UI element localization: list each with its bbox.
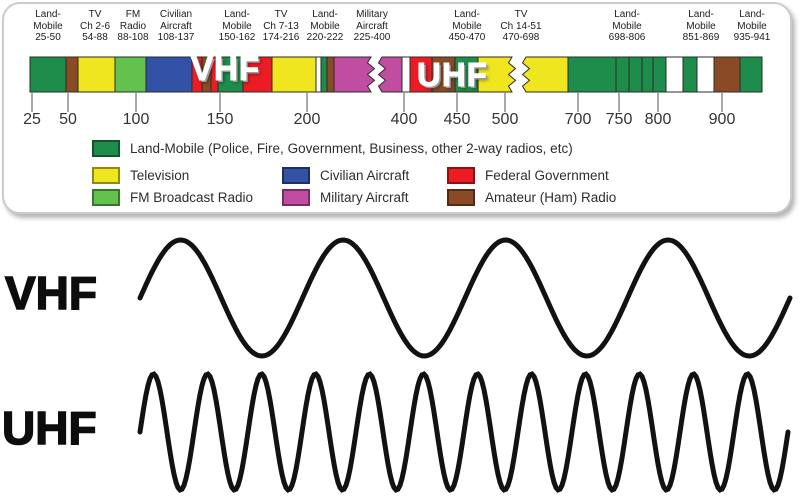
band-label: TV Ch 14-51 470-698 — [500, 9, 542, 43]
vhf-wave — [137, 237, 793, 359]
spectrum-segment — [521, 56, 569, 93]
legend-label: FM Broadcast Radio — [130, 189, 254, 205]
spectrum-segment — [652, 56, 667, 93]
band-label: Land- Mobile 450-470 — [448, 9, 486, 43]
band-label: Land- Mobile 851-869 — [682, 9, 720, 43]
legend-item: Television — [92, 166, 189, 184]
axis-tick-label: 900 — [708, 111, 736, 128]
spectrum-segment — [320, 56, 328, 93]
legend-item: Military Aircraft — [282, 188, 409, 206]
band-label: Land- Mobile 935-941 — [733, 9, 771, 43]
band-label: Land- Mobile 25-50 — [33, 9, 63, 43]
legend-item: FM Broadcast Radio — [92, 188, 253, 206]
axis-tick-label: 200 — [293, 111, 321, 128]
legend-swatch — [92, 166, 120, 184]
spectrum-segment — [615, 56, 630, 93]
axis-tick-label: 100 — [122, 111, 150, 128]
axis-tick-label: 400 — [390, 111, 418, 128]
axis-tick-label: 50 — [59, 111, 77, 128]
vhf-band-overlay-label: VHF — [191, 50, 260, 88]
legend-swatch — [282, 166, 310, 184]
axis-tick-label: 800 — [644, 111, 672, 128]
axis-tick-label: 25 — [23, 111, 41, 128]
legend-item: Amateur (Ham) Radio — [447, 188, 616, 206]
axis-tick-label: 700 — [564, 111, 592, 128]
spectrum-segment — [739, 56, 763, 93]
axis-tick-label: 450 — [443, 111, 471, 128]
axis-tick-label: 750 — [605, 111, 633, 128]
legend-swatch — [447, 166, 475, 184]
uhf-wave — [137, 371, 791, 493]
band-label: TV Ch 7-13 174-216 — [262, 9, 300, 43]
band-label: FM Radio 88-108 — [117, 9, 149, 43]
spectrum-segment — [682, 56, 698, 93]
spectrum-segment — [641, 56, 654, 93]
axis-tick-label: 150 — [206, 111, 234, 128]
legend-swatch — [92, 139, 120, 157]
spectrum-segment — [65, 56, 79, 93]
spectrum-segment — [377, 56, 403, 93]
uhf-band-overlay-label: UHF — [417, 56, 488, 94]
spectrum-segment — [477, 56, 517, 93]
legend-label: Civilian Aircraft — [320, 167, 410, 183]
spectrum-segment — [315, 56, 322, 93]
legend-item: Civilian Aircraft — [282, 166, 409, 184]
axis-tick-label: 500 — [491, 111, 519, 128]
spectrum-segment — [29, 56, 67, 93]
band-label: Land- Mobile 220-222 — [306, 9, 344, 43]
spectrum-segment — [665, 56, 684, 93]
band-label: Land- Mobile 698-806 — [608, 9, 646, 43]
spectrum-segment — [114, 56, 147, 93]
vhf-wave-label: VHF — [4, 266, 98, 320]
band-label: Land- Mobile 150-162 — [218, 9, 256, 43]
spectrum-segment — [326, 56, 335, 93]
uhf-wave-label: UHF — [1, 401, 97, 455]
spectrum-segment — [696, 56, 715, 93]
spectrum-segment — [401, 56, 411, 93]
band-label: Civilian Aircraft 108-137 — [157, 9, 195, 43]
band-label: TV Ch 2-6 54-88 — [79, 9, 110, 43]
spectrum-segment — [333, 56, 376, 93]
legend-label: Amateur (Ham) Radio — [485, 189, 617, 205]
spectrum-segment — [145, 56, 193, 93]
legend-label: Television — [130, 167, 190, 183]
spectrum-segment — [271, 56, 317, 93]
spectrum-segment — [713, 56, 741, 93]
legend-label: Federal Government — [485, 167, 609, 183]
spectrum-segment — [567, 56, 617, 93]
spectrum-segment — [77, 56, 116, 93]
legend-swatch — [447, 188, 475, 206]
spectrum-segment — [242, 56, 273, 93]
legend-label: Land-Mobile (Police, Fire, Government, B… — [130, 140, 573, 156]
spectrum-segment — [628, 56, 643, 93]
spectrum-panel — [2, 2, 792, 214]
legend-item: Federal Government — [447, 166, 609, 184]
legend-item: Land-Mobile (Police, Fire, Government, B… — [92, 139, 573, 157]
band-label: Military Aircraft 225-400 — [353, 9, 391, 43]
legend-swatch — [282, 188, 310, 206]
legend-swatch — [92, 188, 120, 206]
legend-label: Military Aircraft — [320, 189, 409, 205]
